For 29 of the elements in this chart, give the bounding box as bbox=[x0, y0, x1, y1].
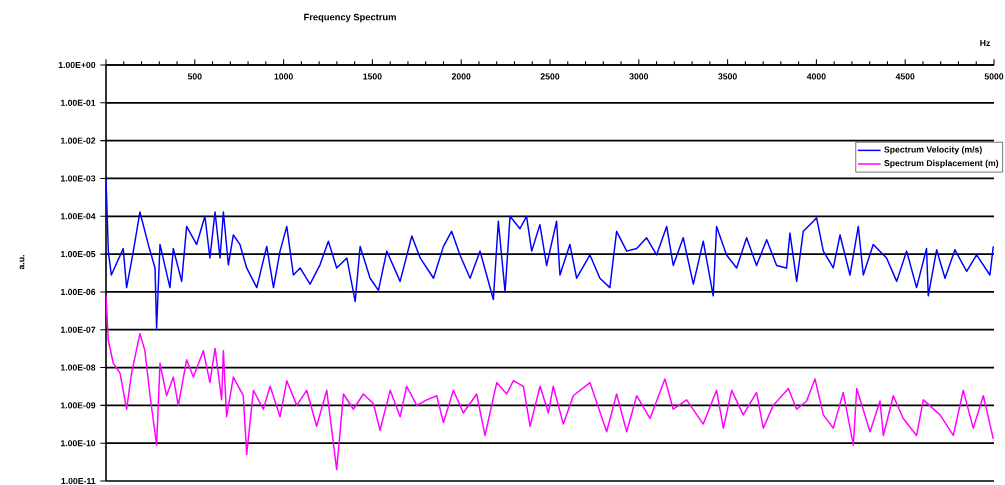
y-tick-label: 1.00E-08 bbox=[60, 364, 96, 371]
y-tick-label: 1.00E-03 bbox=[60, 175, 96, 182]
x-tick-label: 3500 bbox=[718, 73, 737, 80]
y-tick-label: 1.00E+00 bbox=[58, 61, 96, 69]
y-tick-label: 1.00E-09 bbox=[60, 402, 96, 409]
y-tick-label: 1.00E-01 bbox=[60, 99, 96, 106]
chart-title: Frequency Spectrum bbox=[304, 13, 396, 23]
line-series bbox=[106, 177, 994, 329]
legend-label: Spectrum Displacement (m) bbox=[884, 159, 999, 168]
y-tick-label: 1.00E-02 bbox=[60, 137, 96, 144]
y-tick-label: 1.00E-11 bbox=[61, 477, 96, 485]
x-tick-label: 4500 bbox=[895, 73, 915, 80]
y-tick-label: 1.00E-07 bbox=[60, 326, 96, 333]
x-tick-label: 1000 bbox=[274, 73, 293, 80]
x-tick-label: 1500 bbox=[363, 73, 382, 80]
line-series bbox=[106, 295, 994, 471]
x-tick-label: 2500 bbox=[540, 73, 560, 80]
x-tick-label: 4000 bbox=[806, 73, 826, 80]
x-tick-label: 5000 bbox=[984, 73, 1004, 80]
y-axis-title: a.u. bbox=[19, 255, 25, 270]
y-tick-label: 1.00E-05 bbox=[60, 251, 96, 258]
y-tick-label: 1.00E-04 bbox=[60, 213, 96, 220]
x-tick-label: 3000 bbox=[629, 73, 649, 80]
x-tick-label: 500 bbox=[187, 73, 202, 80]
x-axis-title: Hz bbox=[980, 40, 990, 46]
x-tick-label: 2000 bbox=[451, 73, 471, 80]
legend-label: Spectrum Velocity (m/s) bbox=[884, 146, 982, 155]
y-tick-label: 1.00E-06 bbox=[60, 288, 96, 295]
y-tick-label: 1.00E-10 bbox=[60, 440, 96, 447]
